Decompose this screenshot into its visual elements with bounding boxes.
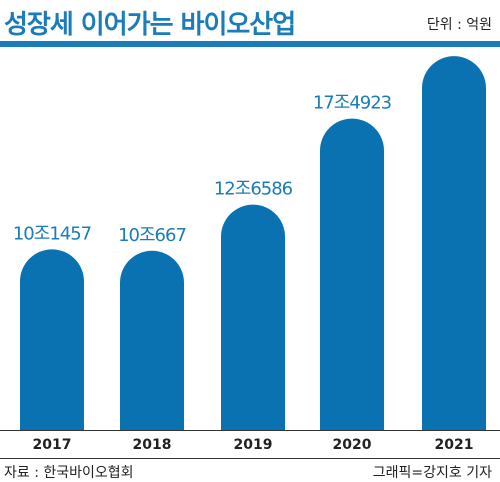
data-label-2021: 20조9983 xyxy=(415,47,494,51)
bar-chart: 10조1457 10조667 12조6586 17조4923 20조9983 xyxy=(13,47,495,430)
bar-2021 xyxy=(422,56,486,430)
x-tick-label-2020: 2020 xyxy=(332,437,372,453)
bar-2020 xyxy=(320,118,384,430)
bar-2018 xyxy=(120,250,184,430)
data-label-2017: 10조1457 xyxy=(13,223,91,244)
footer-rule xyxy=(0,458,500,459)
bar-2019 xyxy=(221,204,285,430)
graphic-credit: 그래픽=강지호 기자 xyxy=(372,465,492,481)
x-tick-label-2021: 2021 xyxy=(434,437,474,453)
x-tick-label-2019: 2019 xyxy=(233,437,273,453)
bar-2017 xyxy=(20,249,84,430)
data-label-2019: 12조6586 xyxy=(214,179,293,200)
title-rule xyxy=(0,41,500,47)
data-label-2018: 10조667 xyxy=(118,225,186,246)
data-label-2020: 17조4923 xyxy=(313,93,392,114)
x-tick-label-2017: 2017 xyxy=(32,437,72,453)
unit-label: 단위 : 억원 xyxy=(426,17,492,33)
source-note: 자료 : 한국바이오협회 xyxy=(4,465,134,481)
x-axis-line xyxy=(0,430,500,431)
x-tick-label-2018: 2018 xyxy=(132,437,172,453)
chart-title: 성장세 이어가는 바이오산업 xyxy=(4,10,296,40)
